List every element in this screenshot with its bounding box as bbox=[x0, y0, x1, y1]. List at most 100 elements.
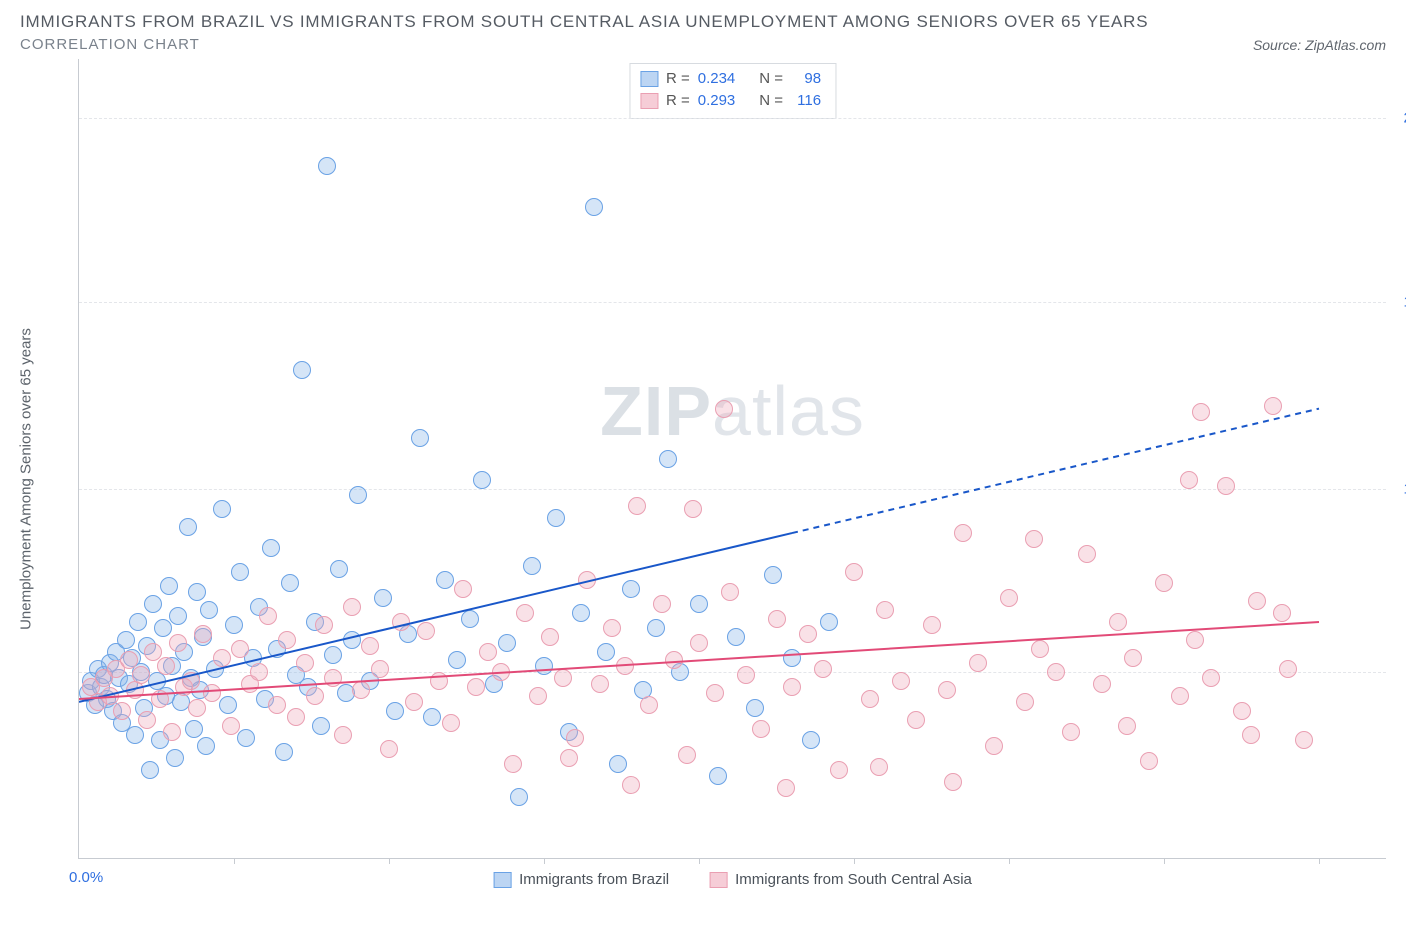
legend-swatch bbox=[640, 71, 658, 87]
data-point bbox=[690, 634, 708, 652]
data-point bbox=[237, 729, 255, 747]
plot-area: ZIPatlas R =0.234N =98R =0.293N =116 0.0… bbox=[78, 59, 1386, 859]
data-point bbox=[547, 509, 565, 527]
data-point bbox=[1093, 675, 1111, 693]
data-point bbox=[1180, 471, 1198, 489]
data-point bbox=[318, 157, 336, 175]
gridline bbox=[79, 118, 1386, 119]
data-point bbox=[448, 651, 466, 669]
data-point bbox=[535, 657, 553, 675]
data-point bbox=[969, 654, 987, 672]
data-point bbox=[473, 471, 491, 489]
data-point bbox=[1233, 702, 1251, 720]
data-point bbox=[498, 634, 516, 652]
data-point bbox=[622, 580, 640, 598]
gridline bbox=[79, 302, 1386, 303]
x-tick bbox=[1164, 858, 1165, 864]
x-tick bbox=[389, 858, 390, 864]
data-point bbox=[746, 699, 764, 717]
data-point bbox=[281, 574, 299, 592]
chart-title: IMMIGRANTS FROM BRAZIL VS IMMIGRANTS FRO… bbox=[20, 12, 1148, 32]
data-point bbox=[820, 613, 838, 631]
data-point bbox=[566, 729, 584, 747]
legend-swatch bbox=[640, 93, 658, 109]
data-point bbox=[1124, 649, 1142, 667]
data-point bbox=[777, 779, 795, 797]
data-point bbox=[1047, 663, 1065, 681]
data-point bbox=[324, 646, 342, 664]
data-point bbox=[1025, 530, 1043, 548]
legend-swatch bbox=[493, 872, 511, 888]
data-point bbox=[659, 450, 677, 468]
data-point bbox=[132, 666, 150, 684]
data-point bbox=[1192, 403, 1210, 421]
data-point bbox=[101, 687, 119, 705]
data-point bbox=[461, 610, 479, 628]
data-point bbox=[647, 619, 665, 637]
data-point bbox=[222, 717, 240, 735]
data-point bbox=[259, 607, 277, 625]
data-point bbox=[144, 643, 162, 661]
correlation-chart: Unemployment Among Seniors over 65 years… bbox=[20, 59, 1386, 899]
data-point bbox=[709, 767, 727, 785]
y-axis-label: Unemployment Among Seniors over 65 years bbox=[18, 328, 35, 630]
data-point bbox=[141, 761, 159, 779]
data-point bbox=[275, 743, 293, 761]
data-point bbox=[392, 613, 410, 631]
data-point bbox=[954, 524, 972, 542]
data-point bbox=[188, 699, 206, 717]
data-point bbox=[492, 663, 510, 681]
legend-item: Immigrants from Brazil bbox=[493, 871, 669, 888]
data-point bbox=[1140, 752, 1158, 770]
data-point bbox=[1279, 660, 1297, 678]
data-point bbox=[814, 660, 832, 678]
data-point bbox=[126, 726, 144, 744]
data-point bbox=[727, 628, 745, 646]
data-point bbox=[163, 723, 181, 741]
data-point bbox=[1295, 731, 1313, 749]
trend-lines bbox=[79, 59, 1387, 859]
data-point bbox=[417, 622, 435, 640]
data-point bbox=[262, 539, 280, 557]
data-point bbox=[572, 604, 590, 622]
data-point bbox=[129, 613, 147, 631]
data-point bbox=[529, 687, 547, 705]
data-point bbox=[1118, 717, 1136, 735]
data-point bbox=[591, 675, 609, 693]
data-point bbox=[250, 663, 268, 681]
data-point bbox=[371, 660, 389, 678]
data-point bbox=[306, 687, 324, 705]
legend-stat-row: R =0.234N =98 bbox=[640, 68, 821, 90]
data-point bbox=[1202, 669, 1220, 687]
data-point bbox=[764, 566, 782, 584]
data-point bbox=[752, 720, 770, 738]
data-point bbox=[225, 616, 243, 634]
data-point bbox=[185, 720, 203, 738]
data-point bbox=[799, 625, 817, 643]
y-tick-label: 18.8% bbox=[1390, 293, 1406, 310]
data-point bbox=[870, 758, 888, 776]
data-point bbox=[203, 684, 221, 702]
data-point bbox=[330, 560, 348, 578]
data-point bbox=[1078, 545, 1096, 563]
data-point bbox=[120, 651, 138, 669]
legend-item: Immigrants from South Central Asia bbox=[709, 871, 972, 888]
data-point bbox=[442, 714, 460, 732]
data-point bbox=[585, 198, 603, 216]
data-point bbox=[423, 708, 441, 726]
data-point bbox=[640, 696, 658, 714]
data-point bbox=[157, 657, 175, 675]
data-point bbox=[374, 589, 392, 607]
data-point bbox=[541, 628, 559, 646]
data-point bbox=[117, 631, 135, 649]
data-point bbox=[361, 637, 379, 655]
data-point bbox=[312, 717, 330, 735]
data-point bbox=[194, 625, 212, 643]
stats-legend: R =0.234N =98R =0.293N =116 bbox=[629, 63, 836, 119]
data-point bbox=[430, 672, 448, 690]
data-point bbox=[213, 500, 231, 518]
source-credit: Source: ZipAtlas.com bbox=[1253, 37, 1386, 53]
data-point bbox=[179, 518, 197, 536]
data-point bbox=[504, 755, 522, 773]
data-point bbox=[665, 651, 683, 669]
